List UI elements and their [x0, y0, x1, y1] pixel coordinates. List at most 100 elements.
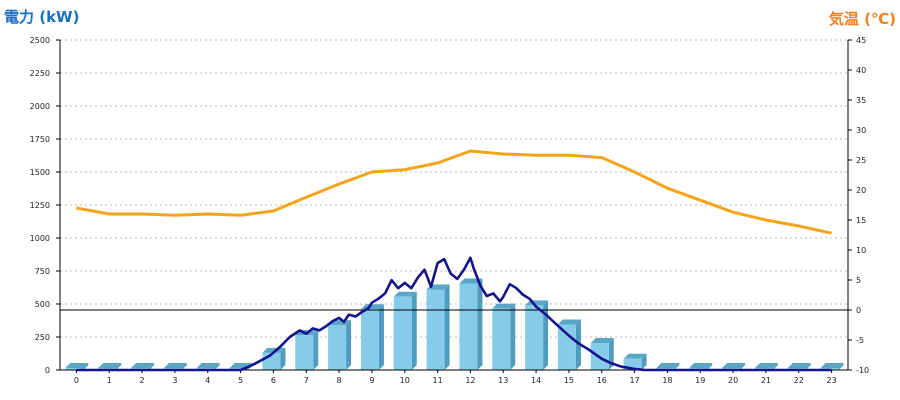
- power-bar-side: [805, 363, 811, 370]
- power-bar-top: [459, 278, 483, 284]
- power-bar: [426, 284, 450, 370]
- left-tick-label: 1000: [30, 234, 50, 243]
- left-tick-label: 1750: [30, 135, 50, 144]
- x-tick-label: 3: [172, 376, 177, 385]
- power-bar-top: [98, 363, 122, 368]
- power-bar-side: [707, 363, 713, 370]
- power-bar: [328, 320, 352, 370]
- power-bar-front: [492, 308, 511, 370]
- power-bar-top: [492, 303, 516, 309]
- right-tick-label: 15: [856, 216, 866, 225]
- x-tick-label: 11: [432, 376, 442, 385]
- power-bar: [492, 303, 516, 370]
- x-tick-label: 0: [74, 376, 79, 385]
- power-bar-top: [689, 363, 713, 368]
- power-bar-top: [393, 291, 417, 297]
- power-bar-top: [656, 363, 680, 368]
- power-bar-side: [346, 320, 352, 370]
- power-bar: [459, 278, 483, 370]
- left-tick-label: 1500: [30, 168, 50, 177]
- power-bar-side: [149, 363, 155, 370]
- x-tick-label: 21: [761, 376, 771, 385]
- right-axis-title: 気温 (℃): [829, 10, 896, 28]
- x-tick-label: 18: [662, 376, 672, 385]
- power-bar-side: [378, 304, 384, 370]
- left-tick-label: 2250: [30, 69, 50, 78]
- x-tick-label: 2: [140, 376, 145, 385]
- power-bar-top: [590, 337, 614, 343]
- power-bar-side: [740, 363, 746, 370]
- x-tick-label: 7: [304, 376, 309, 385]
- x-tick-label: 19: [695, 376, 705, 385]
- power-bar-front: [393, 296, 412, 370]
- power-bar-top: [557, 319, 581, 325]
- power-bar: [360, 304, 384, 370]
- right-tick-label: 40: [856, 66, 866, 75]
- power-bar-top: [787, 363, 811, 368]
- power-bar: [65, 363, 89, 370]
- x-tick-label: 10: [400, 376, 410, 385]
- x-tick-label: 6: [271, 376, 276, 385]
- x-tick-label: 20: [728, 376, 738, 385]
- left-axis-title: 電力 (kW): [4, 8, 79, 26]
- power-bar: [623, 353, 647, 370]
- x-tick-label: 22: [794, 376, 804, 385]
- power-bar-front: [557, 324, 576, 370]
- power-bar-top: [131, 363, 155, 368]
- x-tick-label: 17: [629, 376, 639, 385]
- x-tick-label: 1: [107, 376, 112, 385]
- power-bar: [295, 330, 319, 370]
- power-bar-side: [181, 363, 187, 370]
- power-bar-side: [641, 353, 647, 370]
- power-bar-top: [262, 347, 286, 353]
- x-tick-label: 4: [205, 376, 210, 385]
- right-tick-label: 30: [856, 126, 866, 135]
- power-bar-front: [459, 283, 478, 370]
- power-bar-side: [83, 363, 89, 370]
- power-bar: [393, 291, 417, 370]
- power-bar-top: [163, 363, 187, 368]
- right-tick-label: 35: [856, 96, 866, 105]
- power-bar-side: [313, 330, 319, 370]
- right-tick-label: -10: [856, 366, 869, 375]
- x-tick-label: 9: [369, 376, 374, 385]
- power-bar-side: [838, 363, 844, 370]
- left-tick-label: 500: [35, 300, 50, 309]
- right-tick-label: 10: [856, 246, 866, 255]
- power-bar-side: [444, 284, 450, 370]
- power-bars: [65, 278, 844, 370]
- right-tick-label: 25: [856, 156, 866, 165]
- left-tick-label: 0: [45, 366, 50, 375]
- axes: [56, 39, 852, 373]
- left-tick-label: 750: [35, 267, 50, 276]
- left-tick-label: 2500: [30, 36, 50, 45]
- x-tick-label: 14: [531, 376, 541, 385]
- power-bar-front: [525, 305, 544, 370]
- x-tick-label: 16: [597, 376, 607, 385]
- power-line: [76, 256, 832, 372]
- power-bar-front: [623, 358, 642, 370]
- power-bar-front: [426, 289, 445, 370]
- grid-lines: [60, 39, 848, 338]
- power-bar-top: [196, 363, 220, 368]
- x-tick-label: 15: [564, 376, 574, 385]
- left-tick-label: 1250: [30, 201, 50, 210]
- power-bar-side: [411, 291, 417, 370]
- power-bar-side: [280, 347, 286, 370]
- power-bar-top: [623, 353, 647, 359]
- power-bar-side: [477, 278, 483, 370]
- left-tick-label: 250: [35, 333, 50, 342]
- right-tick-label: 45: [856, 36, 866, 45]
- power-bar-side: [214, 363, 220, 370]
- right-tick-label: 5: [856, 276, 861, 285]
- temperature-line: [76, 149, 832, 235]
- x-tick-label: 13: [498, 376, 508, 385]
- power-bar-side: [674, 363, 680, 370]
- right-tick-label: 20: [856, 186, 866, 195]
- power-bar-front: [65, 368, 84, 370]
- x-tick-label: 12: [465, 376, 475, 385]
- tick-labels: 02505007501000125015001750200022502500-1…: [30, 36, 869, 385]
- power-bar-front: [295, 335, 314, 370]
- power-bar-top: [820, 363, 844, 368]
